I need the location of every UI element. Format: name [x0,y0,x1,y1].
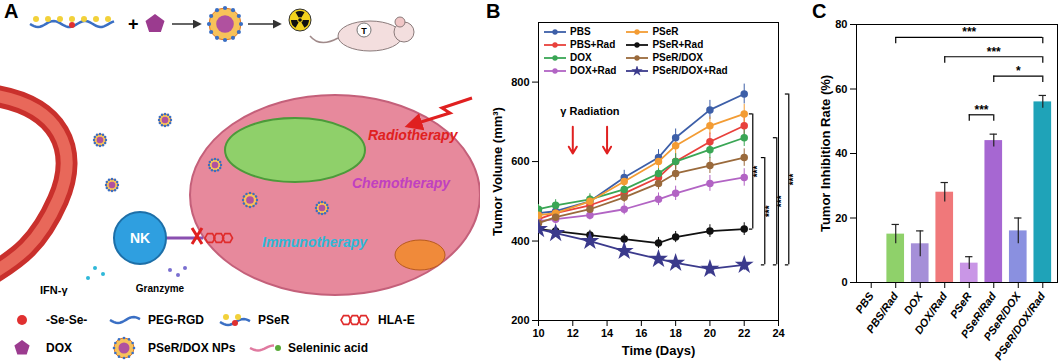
svg-text:NK: NK [130,230,150,246]
svg-text:PSeR: PSeR [258,313,290,327]
svg-text:600: 600 [511,155,529,167]
svg-text:***: *** [776,195,787,207]
svg-text:800: 800 [511,76,529,88]
html-text:PSeR/DOX+Rad: PSeR/DOX+Rad [652,65,728,76]
svg-text:200: 200 [511,314,529,326]
svg-text:***: *** [788,174,799,186]
svg-text:PEG-RGD: PEG-RGD [148,313,204,327]
svg-text:80: 80 [835,18,847,30]
svg-text:16: 16 [635,327,647,339]
svg-text:20: 20 [704,327,716,339]
svg-text:40: 40 [835,147,847,159]
html-text:PBS+Rad: PBS+Rad [570,39,616,50]
svg-text:DOX: DOX [901,290,925,317]
svg-text:60: 60 [835,83,847,95]
svg-text:*: * [1016,64,1021,78]
svg-text:Seleninic acid: Seleninic acid [288,341,368,355]
svg-text:DOX: DOX [46,341,72,355]
svg-text:0: 0 [841,276,847,288]
svg-text:24: 24 [772,327,785,339]
svg-text:Granzyme: Granzyme [136,283,185,294]
svg-text:Tumor Inhibition Rate (%): Tumor Inhibition Rate (%) [818,75,833,232]
html-text:DOX+Rad: DOX+Rad [570,65,617,76]
svg-text:PBS/Rad: PBS/Rad [864,290,901,335]
svg-text:-Se-Se-: -Se-Se- [46,313,87,327]
svg-text:HLA-E: HLA-E [378,313,415,327]
svg-text:Radiotherapy: Radiotherapy [368,127,459,143]
svg-text:Immunotherapy: Immunotherapy [262,234,368,250]
svg-text:PSeR: PSeR [947,290,974,321]
svg-text:***: *** [764,205,775,217]
html-text:PBS: PBS [570,26,591,37]
svg-text:PSeR/DOX NPs: PSeR/DOX NPs [148,341,236,355]
svg-text:14: 14 [601,327,614,339]
svg-text:12: 12 [567,327,579,339]
svg-text:T: T [361,26,367,36]
svg-text:DOX/Rad: DOX/Rad [912,290,949,336]
svg-text:Tumor Volume (mm³): Tumor Volume (mm³) [490,107,505,236]
svg-text:400: 400 [511,235,529,247]
html-text:A: A [4,0,19,22]
svg-text:22: 22 [738,327,750,339]
svg-text:PBS: PBS [853,290,876,316]
svg-text:Chemotherapy: Chemotherapy [352,175,451,191]
svg-text:***: *** [975,103,989,117]
svg-text:20: 20 [835,212,847,224]
svg-text:10: 10 [532,327,544,339]
svg-text:18: 18 [670,327,682,339]
svg-text:+: + [128,14,139,34]
svg-text:γ Radiation: γ Radiation [560,105,620,117]
html-text:PSeR: PSeR [652,26,679,37]
html-text:B: B [486,0,501,22]
html-text:DOX: DOX [570,52,592,63]
html-text:PSeR+Rad: PSeR+Rad [652,39,704,50]
svg-text:***: *** [962,25,976,39]
html-text:PSeR/DOX: PSeR/DOX [652,52,703,63]
html-text:C: C [812,0,827,22]
svg-text:***: *** [752,166,763,178]
svg-text:PSeR/DOX/Rad: PSeR/DOX/Rad [992,290,1048,362]
svg-text:PSeR/Rad: PSeR/Rad [958,290,999,340]
svg-text:Time (Days): Time (Days) [622,343,695,358]
svg-text:IFN-γ: IFN-γ [40,284,68,296]
svg-text:***: *** [987,45,1001,59]
